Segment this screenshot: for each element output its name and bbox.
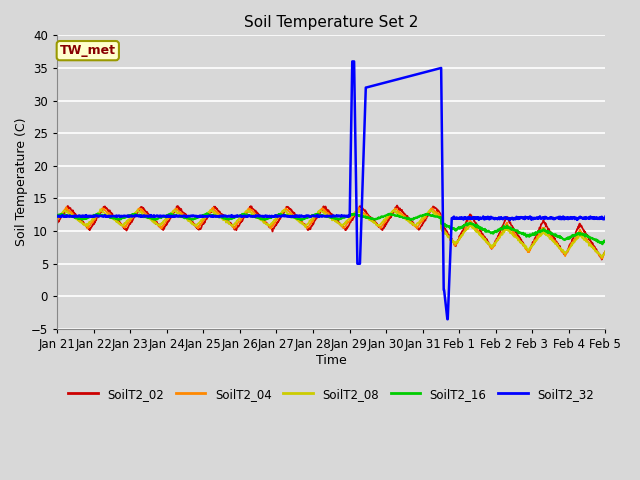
X-axis label: Time: Time xyxy=(316,354,347,367)
Text: TW_met: TW_met xyxy=(60,44,116,57)
Legend: SoilT2_02, SoilT2_04, SoilT2_08, SoilT2_16, SoilT2_32: SoilT2_02, SoilT2_04, SoilT2_08, SoilT2_… xyxy=(63,383,599,405)
Title: Soil Temperature Set 2: Soil Temperature Set 2 xyxy=(244,15,419,30)
Y-axis label: Soil Temperature (C): Soil Temperature (C) xyxy=(15,118,28,246)
